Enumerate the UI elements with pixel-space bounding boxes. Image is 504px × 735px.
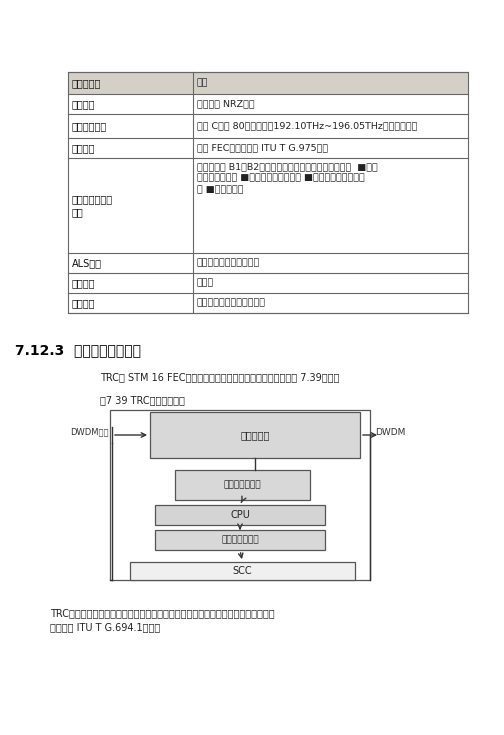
Bar bbox=[155, 530, 325, 550]
Bar bbox=[68, 114, 468, 138]
Bar bbox=[175, 470, 310, 500]
Text: 性能监视与告警
监测: 性能监视与告警 监测 bbox=[72, 194, 113, 217]
Text: 通信与控制模块: 通信与控制模块 bbox=[221, 536, 259, 545]
Bar bbox=[68, 94, 468, 114]
Text: 波长可调功能: 波长可调功能 bbox=[72, 121, 107, 131]
Text: 性能、告警监测: 性能、告警监测 bbox=[224, 481, 261, 490]
Text: 7.12.3  工作原理及信号流: 7.12.3 工作原理及信号流 bbox=[15, 343, 141, 357]
Text: 采用 FEC编码，符合 ITU T G.975建议: 采用 FEC编码，符合 ITU T G.975建议 bbox=[197, 143, 328, 152]
Bar bbox=[68, 293, 468, 313]
Bar bbox=[130, 562, 355, 580]
Text: 性均符合 ITU T G.694.1建议。: 性均符合 ITU T G.694.1建议。 bbox=[50, 622, 160, 632]
Text: 采用加扰 NRZ编码: 采用加扰 NRZ编码 bbox=[197, 99, 255, 109]
Text: TRC为 STM 16 FEC功能再生中继光波长转换板，功能框图如图 7.39所示。: TRC为 STM 16 FEC功能再生中继光波长转换板，功能框图如图 7.39所… bbox=[100, 372, 339, 382]
Text: 提供再生段 B1、B2字节的监测提供以下性能监视功能：  ■激光
器偏置电流监测 ■激光器制冷电流监测 ■激光器工作温度的监
测 ■光功率监测: 提供再生段 B1、B2字节的监测提供以下性能监视功能： ■激光 器偏置电流监测 … bbox=[197, 162, 378, 194]
Bar bbox=[155, 505, 325, 525]
Text: 支持二次电源集中保护功能: 支持二次电源集中保护功能 bbox=[197, 298, 266, 307]
Text: 支持 C波段 80波范围内（192.10THz~196.05THz）的波长可调: 支持 C波段 80波范围内（192.10THz~196.05THz）的波长可调 bbox=[197, 121, 417, 131]
Text: 描述: 描述 bbox=[197, 79, 209, 87]
Text: 纠错编码: 纠错编码 bbox=[72, 143, 95, 153]
Bar bbox=[150, 412, 360, 458]
Text: TRC单板只处理一路光信号，收发两端均为波分侧信号，且单板的输入和输出光口特: TRC单板只处理一路光信号，收发两端均为波分侧信号，且单板的输入和输出光口特 bbox=[50, 608, 275, 618]
Bar bbox=[68, 273, 468, 293]
Text: CPU: CPU bbox=[230, 510, 250, 520]
Text: 不支持: 不支持 bbox=[197, 279, 214, 287]
Text: DWDM输入: DWDM输入 bbox=[70, 428, 108, 437]
Text: 图7 39 TRC单板功能框图: 图7 39 TRC单板功能框图 bbox=[100, 395, 185, 405]
Text: 电源保护: 电源保护 bbox=[72, 298, 95, 308]
Bar bbox=[68, 72, 468, 313]
Bar bbox=[68, 138, 468, 158]
Text: 编码方式: 编码方式 bbox=[72, 99, 95, 109]
Bar bbox=[110, 410, 370, 580]
Text: SCC: SCC bbox=[233, 566, 253, 576]
Text: ALS功能: ALS功能 bbox=[72, 258, 102, 268]
Text: 环回功能: 环回功能 bbox=[72, 278, 95, 288]
Bar bbox=[68, 72, 468, 94]
Text: 电中继模块: 电中继模块 bbox=[240, 430, 270, 440]
Bar bbox=[68, 253, 468, 273]
Text: DWDM: DWDM bbox=[375, 428, 405, 437]
Bar bbox=[68, 158, 468, 253]
Text: 功能与特性: 功能与特性 bbox=[72, 78, 101, 88]
Text: 支持激光器自动关断功能: 支持激光器自动关断功能 bbox=[197, 259, 260, 268]
